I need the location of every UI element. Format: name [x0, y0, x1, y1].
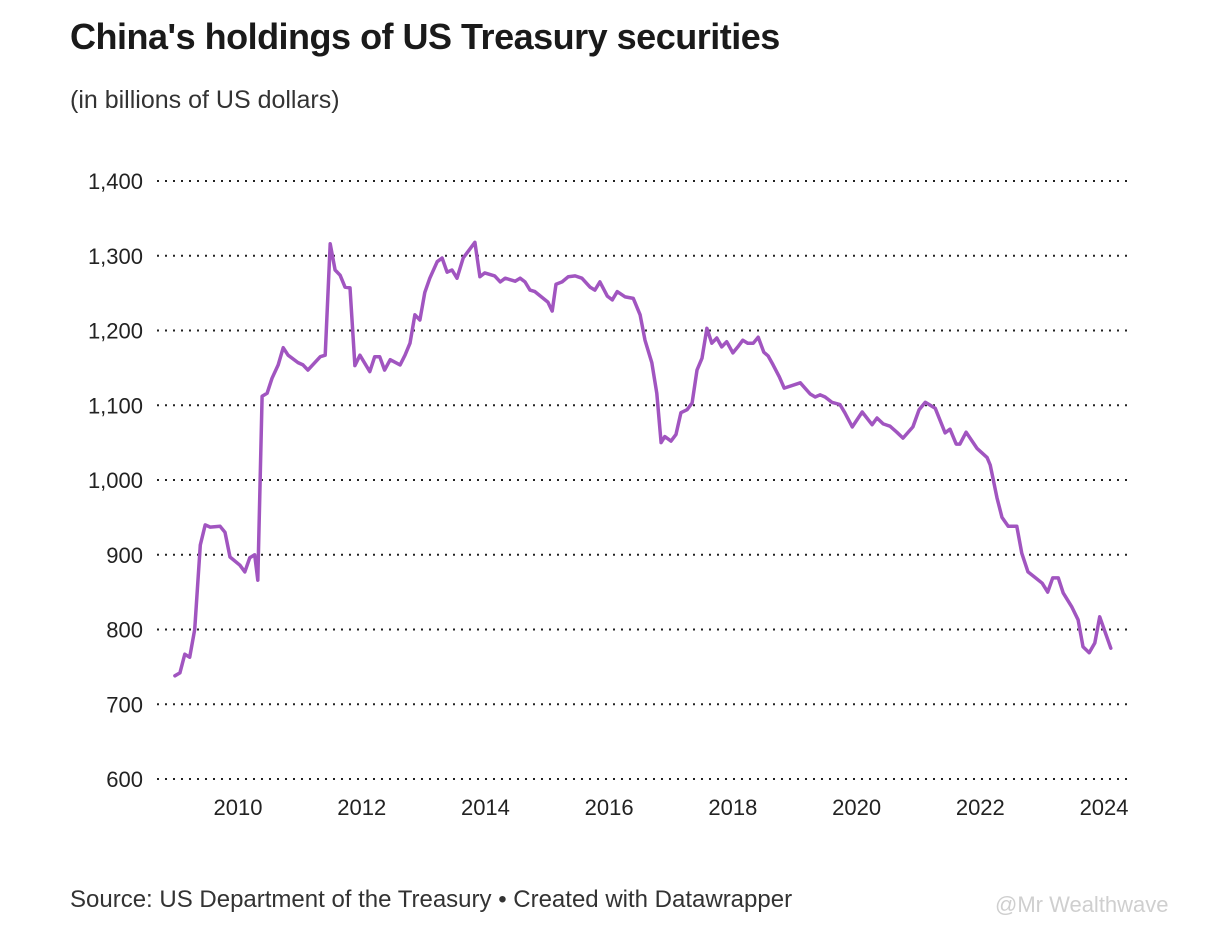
y-tick-label: 1,400 — [88, 169, 143, 194]
x-tick-label: 2012 — [337, 795, 386, 820]
y-tick-label: 1,000 — [88, 468, 143, 493]
y-tick-label: 900 — [106, 543, 143, 568]
x-axis-ticks: 2010 2012 2014 2016 2018 2020 2022 2024 — [214, 795, 1129, 820]
source-note: Source: US Department of the Treasury • … — [70, 886, 793, 913]
x-tick-label: 2024 — [1080, 795, 1129, 820]
y-tick-label: 800 — [106, 618, 143, 643]
y-tick-label: 1,300 — [88, 244, 143, 269]
watermark: @Mr Wealthwave — [995, 892, 1169, 917]
series-line-holdings — [173, 240, 1113, 678]
y-tick-label: 600 — [106, 767, 143, 792]
y-axis-ticks: 600 700 800 900 1,000 1,100 1,200 1,300 1,400 — [88, 169, 143, 792]
x-tick-label: 2010 — [214, 795, 263, 820]
gridlines — [157, 180, 1128, 780]
chart-title: China's holdings of US Treasury securiti… — [70, 16, 780, 57]
x-tick-label: 2018 — [708, 795, 757, 820]
y-tick-label: 700 — [106, 692, 143, 717]
x-tick-label: 2014 — [461, 795, 510, 820]
x-tick-label: 2016 — [585, 795, 634, 820]
chart-subtitle: (in billions of US dollars) — [70, 86, 340, 114]
x-tick-label: 2022 — [956, 795, 1005, 820]
series-lines — [173, 240, 1113, 678]
y-tick-label: 1,200 — [88, 319, 143, 344]
x-tick-label: 2020 — [832, 795, 881, 820]
y-tick-label: 1,100 — [88, 393, 143, 418]
